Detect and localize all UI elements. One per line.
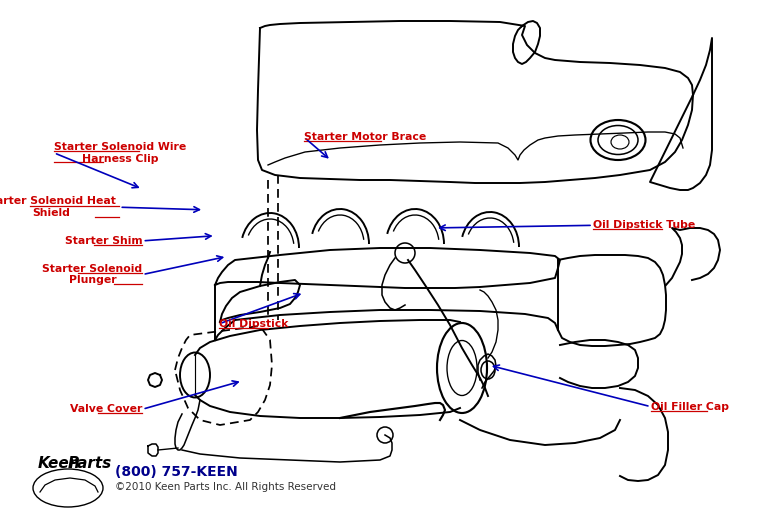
Text: Starter Solenoid
Plunger: Starter Solenoid Plunger xyxy=(42,264,142,285)
Text: Keen: Keen xyxy=(38,456,81,471)
Text: ©2010 Keen Parts Inc. All Rights Reserved: ©2010 Keen Parts Inc. All Rights Reserve… xyxy=(115,482,336,492)
Text: Oil Dipstick Tube: Oil Dipstick Tube xyxy=(593,220,695,231)
Text: Starter Motor Brace: Starter Motor Brace xyxy=(304,132,427,142)
Text: Parts: Parts xyxy=(68,456,112,471)
Text: Valve Cover: Valve Cover xyxy=(70,404,142,414)
Text: (800) 757-KEEN: (800) 757-KEEN xyxy=(115,465,238,479)
Text: Starter Shim: Starter Shim xyxy=(65,236,142,246)
Text: Starter Solenoid Heat 
Shield: Starter Solenoid Heat Shield xyxy=(0,196,119,218)
Text: Oil Filler Cap: Oil Filler Cap xyxy=(651,401,728,412)
Text: Starter Solenoid Wire
Harness Clip: Starter Solenoid Wire Harness Clip xyxy=(54,142,186,164)
Text: Oil Dipstick: Oil Dipstick xyxy=(219,319,289,329)
